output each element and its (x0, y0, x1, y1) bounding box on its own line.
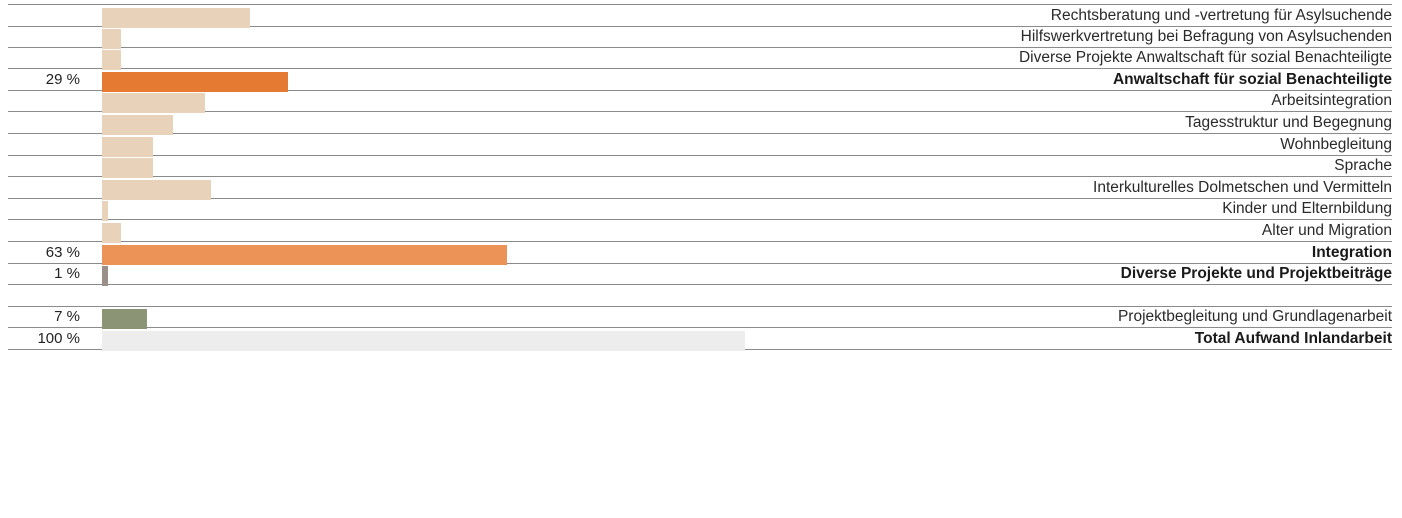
bar (102, 71, 289, 92)
chart-row: 100 % Total Aufwand Inlandarbeit (8, 328, 1392, 351)
percent-label (8, 27, 80, 47)
category-label: Alter und Migration (1261, 222, 1392, 239)
chart-row: Kinder und Elternbildung (8, 198, 1392, 222)
category-label: Anwaltschaft für sozial Benachteiligte (1112, 70, 1392, 88)
category-label: Interkulturelles Dolmetschen und Vermitt… (1093, 178, 1392, 196)
percent-label (8, 48, 80, 68)
category-label: Tagesstruktur und Begegnung (1185, 114, 1392, 131)
percent-label (8, 6, 80, 26)
bar (102, 93, 205, 114)
category-label: Diverse Projekte Anwaltschaft für sozial… (1018, 49, 1392, 67)
percent-label (8, 113, 80, 133)
bar (102, 201, 109, 222)
chart-row: Diverse Projekte Anwaltschaft für sozial… (8, 47, 1392, 71)
chart-row: Alter und Migration (8, 220, 1392, 243)
percent-label (8, 199, 80, 219)
bar (102, 331, 745, 351)
category-label: Hilfswerkvertretung bei Befragung von As… (1020, 27, 1392, 45)
bar (102, 309, 147, 330)
category-label: Kinder und Elternbildung (1222, 200, 1392, 218)
bar (102, 8, 250, 28)
bar (102, 136, 154, 157)
chart-row: Tagesstruktur und Begegnung (8, 112, 1392, 135)
percent-label: 63 % (45, 243, 80, 261)
percent-label (8, 135, 80, 155)
percent-label: 100 % (37, 330, 80, 347)
category-label: Projektbegleitung und Grundlagenarbeit (1117, 308, 1392, 326)
percent-label (8, 91, 80, 111)
chart-row: 7 % Projektbegleitung und Grundlagenarbei… (8, 306, 1392, 330)
bar (102, 179, 212, 200)
chart-row: Arbeitsintegration (8, 90, 1392, 114)
bar (102, 266, 109, 287)
category-label: Arbeitsintegration (1271, 92, 1392, 110)
bar (102, 158, 154, 179)
chart-row: 1 % Diverse Projekte und Projektbeiträge (8, 263, 1392, 287)
category-label: Integration (1311, 243, 1392, 261)
chart-row: 63 % Integration (8, 242, 1392, 265)
chart-row: Wohnbegleitung (8, 134, 1392, 157)
category-label: Diverse Projekte und Projektbeiträge (1120, 265, 1392, 283)
bar (102, 28, 122, 49)
chart-row: Interkulturelles Dolmetschen und Vermitt… (8, 177, 1392, 200)
bar (102, 115, 173, 135)
percent-label: 29 % (45, 70, 80, 88)
percent-label (8, 156, 80, 176)
percent-label (8, 221, 80, 241)
chart-row (8, 285, 1392, 307)
percent-label (8, 178, 80, 198)
bar (102, 223, 122, 243)
percent-label (8, 286, 80, 306)
chart-row: Sprache (8, 155, 1392, 179)
chart-row: Rechtsberatung und -vertretung für Asyls… (8, 4, 1392, 28)
percent-label: 7 % (54, 308, 80, 326)
category-label: Rechtsberatung und -vertretung für Asyls… (1050, 7, 1392, 24)
category-label: Sprache (1334, 157, 1392, 175)
category-label: Total Aufwand Inlandarbeit (1194, 330, 1392, 347)
category-label: Wohnbegleitung (1280, 135, 1392, 153)
chart-row: Hilfswerkvertretung bei Befragung von As… (8, 26, 1392, 49)
chart-row: 29 % Anwaltschaft für sozial Benachteilig… (8, 69, 1392, 92)
bar (102, 244, 508, 265)
bar (102, 50, 122, 71)
percent-label: 1 % (54, 265, 80, 283)
